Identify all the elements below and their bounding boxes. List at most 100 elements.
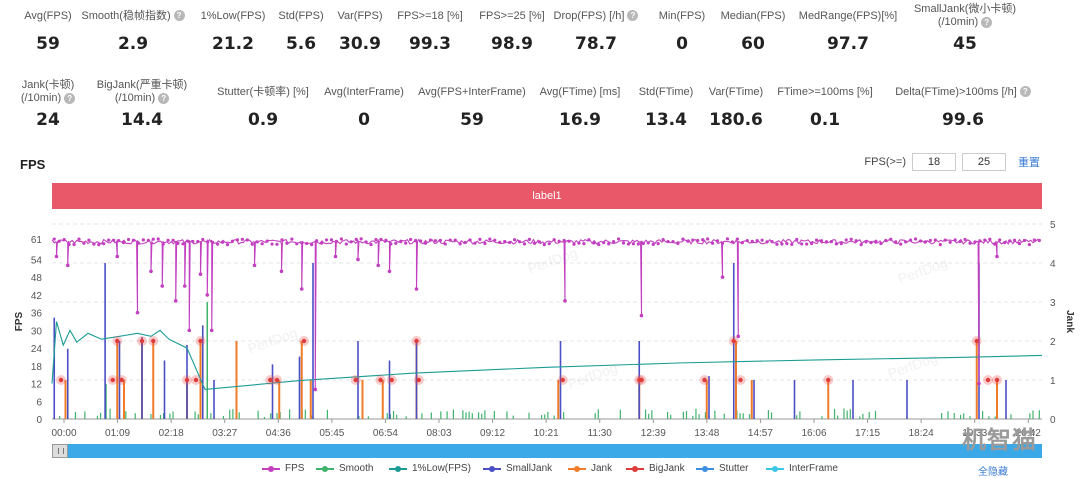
stat-stats_row1-3: Std(FPS) 5.6 (231, 2, 371, 55)
stat-label: FPS>=18 [%] (360, 2, 500, 30)
stat-stats_row2-0: Jank(卡顿) (/10min)? 24 (0, 78, 118, 130)
stat-label-line: Median(FPS) (721, 10, 786, 23)
stat-value: 59 (460, 110, 484, 130)
stat-label-text: Median(FPS) (720, 9, 786, 22)
help-icon[interactable]: ? (64, 92, 76, 104)
y-left-tick-label: 18 (31, 362, 43, 373)
fps-point (696, 238, 700, 243)
bigjank-marker (58, 377, 64, 383)
threshold-input-2[interactable]: 25 (962, 153, 1006, 171)
fps-point (349, 240, 353, 244)
fps-point (404, 241, 408, 245)
fps-point (414, 238, 418, 243)
fps-point (112, 238, 116, 242)
fps-dip-point (160, 284, 165, 288)
fps-point (998, 238, 1002, 242)
fps-point (1008, 239, 1012, 243)
fps-point (488, 237, 492, 241)
label-bar[interactable]: label1 (52, 183, 1042, 209)
stat-label: MedRange(FPS)[%] (778, 2, 918, 30)
fps-point (201, 237, 205, 242)
stat-label: SmallJank(微小卡顿) (/10min)? (895, 2, 1035, 30)
fps-dip-point (376, 263, 381, 268)
fps-point (953, 238, 957, 242)
x-tick-label: 14:57 (748, 428, 773, 439)
fps-point (928, 238, 933, 243)
stat-stats_row1-0: Avg(FPS) 59 (0, 2, 118, 55)
stat-label-text: Std(FPS) (278, 9, 324, 22)
legend-item-bigjank[interactable]: BigJank (626, 463, 685, 474)
reset-link[interactable]: 重置 (1018, 157, 1040, 169)
stat-label-line: 1%Low(FPS) (201, 10, 266, 23)
legend-marker-icon (389, 464, 407, 474)
y-right-tick-label: 3 (1050, 298, 1056, 309)
stat-stats_row1-11: SmallJank(微小卡顿) (/10min)? 45 (895, 2, 1035, 54)
fps-point (542, 243, 546, 247)
fps-point (849, 237, 853, 241)
fps-point (409, 237, 413, 242)
stat-value: 59 (36, 34, 60, 54)
y-left-tick-label: 12 (31, 380, 43, 391)
fps-point (765, 240, 769, 244)
fps-point (334, 239, 338, 243)
stat-label-text: Stutter(卡顿率) [%] (217, 85, 309, 98)
fps-point (537, 240, 541, 244)
help-icon[interactable]: ? (627, 10, 639, 22)
threshold-input-1[interactable]: 18 (912, 153, 956, 171)
hide-all-link[interactable]: 全隐藏 (978, 467, 1008, 478)
fps-point (295, 242, 299, 246)
fps-point (810, 241, 814, 246)
help-icon[interactable]: ? (173, 10, 185, 22)
legend-marker-icon (316, 464, 334, 474)
stat-stats_row1-7: Drop(FPS) [/h]? 78.7 (526, 2, 666, 54)
fps-point (468, 238, 472, 242)
fps-point (641, 241, 645, 246)
fps-point (433, 239, 437, 243)
y-left-tick-label: 54 (31, 255, 43, 266)
perfdog-watermark: PerfDog (896, 254, 950, 287)
fps-point (646, 241, 650, 245)
help-icon[interactable]: ? (981, 16, 993, 28)
fps-point (616, 237, 621, 241)
legend-item-smooth[interactable]: Smooth (316, 463, 373, 474)
legend-marker-icon (766, 464, 784, 474)
fps-dip-point (279, 269, 284, 274)
legend-item-jank[interactable]: Jank (568, 463, 612, 474)
help-icon[interactable]: ? (1019, 86, 1031, 98)
slider-handle[interactable] (52, 444, 68, 458)
fps-point (918, 239, 923, 243)
legend-item-stutter[interactable]: Stutter (696, 463, 748, 474)
stat-value: 60 (741, 34, 765, 54)
fps-point (1032, 238, 1036, 242)
fps-point (508, 240, 512, 245)
fps-point (978, 239, 982, 243)
help-icon[interactable]: ? (158, 92, 170, 104)
stat-stats_row1-9: Median(FPS) 60 (683, 2, 823, 55)
time-range-slider[interactable] (52, 444, 1042, 458)
fps-point (339, 237, 343, 241)
legend-item-fps[interactable]: FPS (262, 463, 304, 474)
fps-dip-point (198, 272, 203, 277)
fps-point (315, 239, 319, 243)
stat-label-line: Drop(FPS) [/h]? (554, 10, 639, 23)
fps-point (117, 238, 121, 243)
fps-point (107, 238, 111, 242)
fps-dip-point (149, 269, 153, 274)
fps-point (131, 238, 136, 242)
legend-marker-icon (483, 464, 501, 474)
fps-point (829, 240, 834, 244)
legend-item-interframe[interactable]: InterFrame (766, 463, 838, 474)
stat-label-line: Avg(InterFrame) (324, 86, 404, 99)
fps-point (943, 238, 947, 242)
stat-label-line: Avg(FTime) [ms] (540, 86, 621, 99)
legend-item-smalljank[interactable]: SmallJank (483, 463, 552, 474)
stat-label-text: SmallJank(微小卡顿) (913, 3, 1017, 15)
fps-point (800, 242, 804, 246)
fps-point (913, 237, 918, 241)
bigjank-marker (389, 377, 394, 383)
stat-stats_row1-5: FPS>=18 [%] 99.3 (360, 2, 500, 55)
x-tick-label: 19:33 (962, 428, 987, 439)
legend-item-low1[interactable]: 1%Low(FPS) (389, 463, 471, 474)
fps-point (478, 237, 482, 241)
